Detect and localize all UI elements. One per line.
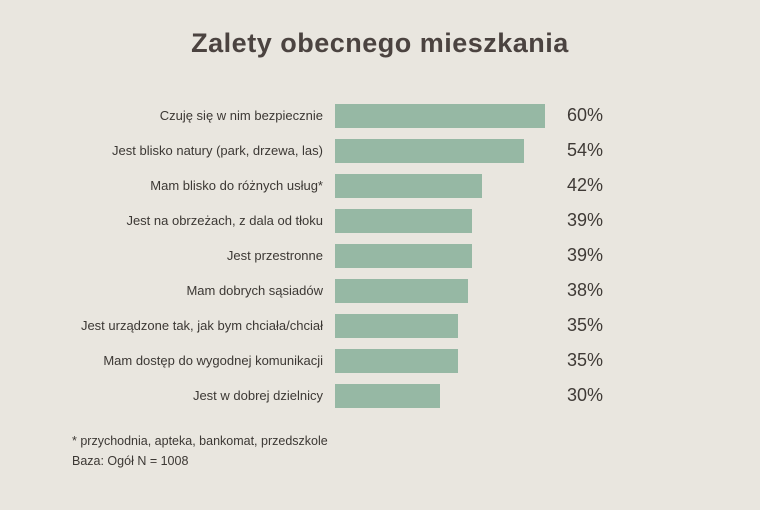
footnote-base: Baza: Ogół N = 1008 [72,454,189,469]
bar-track [335,348,545,373]
bar-value: 38% [567,280,604,300]
bar-row: Jest w dobrej dzielnicy 30% [0,378,760,413]
bar-row: Jest na obrzeżach, z dala od tłoku 39% [0,203,760,238]
bar-track [335,173,545,198]
bar-value: 35% [567,350,604,370]
bar-fill [335,383,440,408]
bar-label: Jest na obrzeżach, z dala od tłoku [126,213,323,228]
bar-row: Mam dobrych sąsiadów 38% [0,273,760,308]
bar-value: 39% [567,210,604,230]
bar-row: Mam dostęp do wygodnej komunikacji 35% [0,343,760,378]
bar-track [335,208,545,233]
bar-fill [335,278,468,303]
bar-fill [335,313,458,338]
bar-value: 54% [567,140,604,160]
bar-label: Jest w dobrej dzielnicy [192,388,323,403]
bar-label: Jest urządzone tak, jak bym chciała/chci… [80,318,323,333]
bar-label: Mam dostęp do wygodnej komunikacji [103,353,323,368]
bar-fill [335,173,482,198]
bar-label: Jest przestronne [226,248,323,263]
bar-value: 39% [567,245,604,265]
bar-track [335,138,545,163]
bar-fill [335,103,545,128]
bar-row: Jest blisko natury (park, drzewa, las) 5… [0,133,760,168]
bar-row: Mam blisko do różnych usług* 42% [0,168,760,203]
bar-track [335,383,545,408]
footnote-asterisk: * przychodnia, apteka, bankomat, przedsz… [72,433,328,448]
bar-track [335,313,545,338]
bar-fill [335,348,458,373]
bar-label: Czuję się w nim bezpiecznie [159,108,323,123]
bar-value: 30% [567,385,604,405]
bar-fill [335,208,472,233]
bar-label: Mam blisko do różnych usług* [150,178,323,193]
bar-row: Jest urządzone tak, jak bym chciała/chci… [0,308,760,343]
bar-track [335,278,545,303]
bar-value: 35% [567,315,604,335]
bar-row: Jest przestronne 39% [0,238,760,273]
bar-label: Jest blisko natury (park, drzewa, las) [112,143,323,158]
bar-value: 60% [567,105,604,125]
bar-label: Mam dobrych sąsiadów [186,283,323,298]
page-title: Zalety obecnego mieszkania [191,28,569,58]
bar-track [335,103,545,128]
bar-fill [335,243,472,268]
bar-track [335,243,545,268]
footnotes: * przychodnia, apteka, bankomat, przedsz… [72,431,328,472]
bar-fill [335,138,524,163]
bar-row: Czuję się w nim bezpiecznie 60% [0,98,760,133]
bar-value: 42% [567,175,604,195]
chart-rows: Czuję się w nim bezpiecznie 60% Jest bli… [0,98,760,413]
